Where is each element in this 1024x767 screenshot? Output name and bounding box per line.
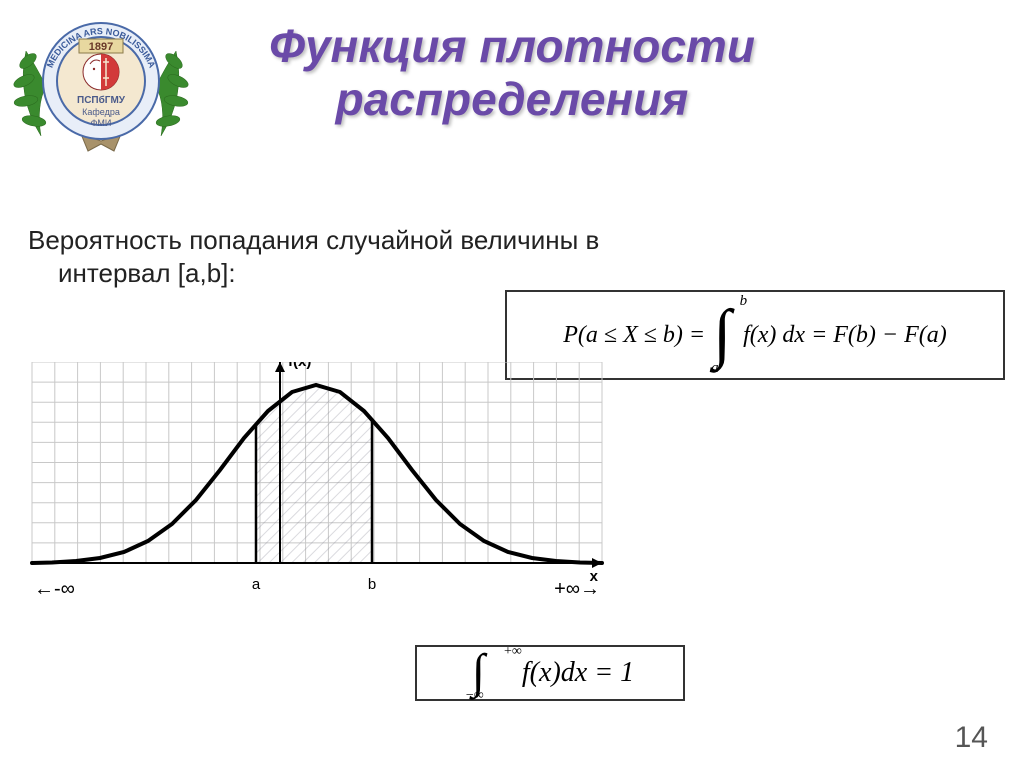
formula2-upper: +∞ — [504, 644, 522, 660]
svg-text:b: b — [368, 576, 376, 593]
title-line1: Функция плотности — [0, 20, 1024, 73]
svg-text:←-∞: ←-∞ — [34, 578, 75, 600]
formula1-lower: a — [711, 360, 719, 377]
body-line2: интервал [a,b]: — [28, 257, 599, 290]
body-text: Вероятность попадания случайной величины… — [28, 224, 599, 289]
body-line1: Вероятность попадания случайной величины… — [28, 224, 599, 257]
svg-text:+∞→: +∞→ — [554, 578, 600, 600]
svg-text:a: a — [252, 576, 261, 593]
title-line2: распределения — [0, 73, 1024, 126]
formula1-integrand: f(x) dx — [743, 322, 805, 349]
formula1-upper: b — [740, 293, 748, 310]
formula1-rhs: = F(b) − F(a) — [811, 322, 947, 349]
density-curve-chart: f(x)xab←-∞+∞→ — [28, 362, 606, 626]
page-number: 14 — [955, 721, 988, 755]
formula2-integrand: f(x)dx = 1 — [522, 657, 634, 689]
formula-total-probability: +∞ ∫ −∞ f(x)dx = 1 — [415, 645, 685, 701]
formula1-lhs: P(a ≤ X ≤ b) = — [563, 322, 705, 349]
slide-title: Функция плотности распределения — [0, 20, 1024, 126]
svg-text:f(x): f(x) — [288, 362, 311, 370]
formula2-lower: −∞ — [466, 688, 484, 704]
chart-svg: f(x)xab←-∞+∞→ — [28, 362, 606, 626]
